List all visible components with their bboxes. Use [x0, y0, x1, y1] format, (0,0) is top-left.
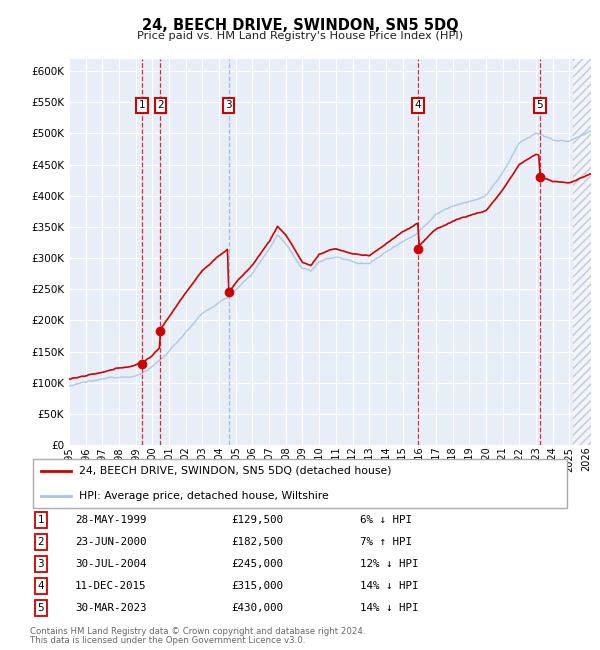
Text: HPI: Average price, detached house, Wiltshire: HPI: Average price, detached house, Wilt… — [79, 491, 328, 500]
Text: 14% ↓ HPI: 14% ↓ HPI — [360, 603, 419, 614]
Text: 23-JUN-2000: 23-JUN-2000 — [75, 537, 146, 547]
Text: £182,500: £182,500 — [231, 537, 283, 547]
Text: 12% ↓ HPI: 12% ↓ HPI — [360, 559, 419, 569]
Text: 6% ↓ HPI: 6% ↓ HPI — [360, 515, 412, 525]
Text: 4: 4 — [415, 100, 421, 110]
Text: 1: 1 — [139, 100, 145, 110]
Text: Price paid vs. HM Land Registry's House Price Index (HPI): Price paid vs. HM Land Registry's House … — [137, 31, 463, 41]
Text: 4: 4 — [37, 581, 44, 592]
Text: 3: 3 — [37, 559, 44, 569]
FancyBboxPatch shape — [33, 459, 568, 508]
Text: Contains HM Land Registry data © Crown copyright and database right 2024.: Contains HM Land Registry data © Crown c… — [30, 627, 365, 636]
Text: £245,000: £245,000 — [231, 559, 283, 569]
Text: 1: 1 — [37, 515, 44, 525]
Bar — [574, 58, 591, 445]
Bar — [574, 58, 591, 445]
Text: £129,500: £129,500 — [231, 515, 283, 525]
Text: 28-MAY-1999: 28-MAY-1999 — [75, 515, 146, 525]
Text: 5: 5 — [37, 603, 44, 614]
Text: 5: 5 — [536, 100, 543, 110]
Text: 30-MAR-2023: 30-MAR-2023 — [75, 603, 146, 614]
Text: 30-JUL-2004: 30-JUL-2004 — [75, 559, 146, 569]
Bar — [574, 58, 591, 445]
Text: 24, BEECH DRIVE, SWINDON, SN5 5DQ (detached house): 24, BEECH DRIVE, SWINDON, SN5 5DQ (detac… — [79, 466, 391, 476]
Text: 3: 3 — [225, 100, 232, 110]
Text: 14% ↓ HPI: 14% ↓ HPI — [360, 581, 419, 592]
Text: This data is licensed under the Open Government Licence v3.0.: This data is licensed under the Open Gov… — [30, 636, 305, 645]
Text: 11-DEC-2015: 11-DEC-2015 — [75, 581, 146, 592]
Text: 2: 2 — [157, 100, 164, 110]
Text: 24, BEECH DRIVE, SWINDON, SN5 5DQ: 24, BEECH DRIVE, SWINDON, SN5 5DQ — [142, 18, 458, 33]
Text: 2: 2 — [37, 537, 44, 547]
Text: £315,000: £315,000 — [231, 581, 283, 592]
Text: 7% ↑ HPI: 7% ↑ HPI — [360, 537, 412, 547]
Text: £430,000: £430,000 — [231, 603, 283, 614]
